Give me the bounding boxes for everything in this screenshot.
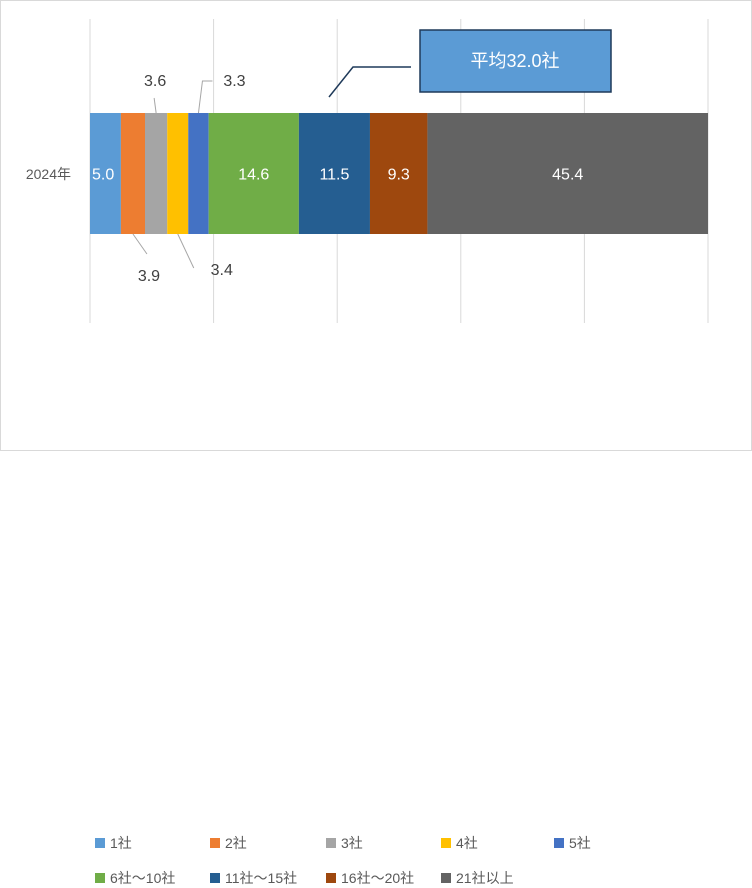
callout-text: 平均32.0社 [470,51,559,71]
legend-swatch [210,838,220,848]
legend-label: 11社～15社 [225,870,298,886]
bar-segment-8 [369,113,428,234]
bar-segments [90,113,708,234]
data-label-7: 11.5 [319,167,349,184]
legend-swatch [326,873,336,883]
bar-segment-5 [188,113,209,234]
legend-item-5: 5社 [554,833,591,853]
legend-item-8: 16社～20社 [326,868,414,888]
legend-label: 5社 [569,835,591,851]
legend-label: 6社～10社 [110,870,176,886]
legend-label: 21社以上 [456,870,514,886]
callout-leader-line [328,66,411,98]
legend-swatch [441,838,451,848]
legend-item-6: 6社～10社 [95,868,175,888]
legend-item-7: 11社～15社 [210,868,297,888]
bar-segment-6 [208,113,299,234]
data-label-9: 45.4 [552,167,583,184]
legend-label: 4社 [456,835,478,851]
legend-swatch [95,873,105,883]
data-label-1: 5.0 [92,167,114,184]
legend-item-1: 1社 [95,833,132,853]
data-label-5: 3.3 [223,73,245,90]
data-label-6: 14.6 [238,167,269,184]
legend-swatch [554,838,564,848]
bar-segment-9 [427,113,708,234]
bar-segment-1 [90,113,121,234]
legend-label: 16社～20社 [341,870,415,886]
legend-swatch [210,873,220,883]
data-label-8: 9.3 [388,167,410,184]
legend-item-9: 21社以上 [441,868,514,888]
data-labels: 5.0 3.9 3.6 3.4 3.3 14.6 11.5 9.3 45.4 [92,73,583,285]
legend-swatch [441,873,451,883]
data-label-4: 3.4 [211,262,233,279]
legend-label: 2社 [225,835,247,851]
legend-label: 1社 [110,835,132,851]
bar-segment-4 [167,113,189,234]
data-label-leader-4 [177,233,195,269]
stacked-bar-chart: 5.0 3.9 3.6 3.4 3.3 14.6 11.5 9.3 45.4 2024年 平均3… [26,19,709,323]
legend-label: 3社 [341,835,363,851]
legend-item-2: 2社 [210,833,247,853]
legend-swatch [95,838,105,848]
data-label-3: 3.6 [144,73,166,90]
legend-item-4: 4社 [441,833,478,853]
data-label-leader-5 [197,80,213,114]
data-label-leader-2 [132,233,148,255]
bar-segment-3 [145,113,168,234]
category-label: 2024年 [26,166,71,182]
data-label-2: 3.9 [138,268,160,285]
data-label-leader-3 [153,97,157,114]
bar-segment-2 [120,113,146,234]
callout-box [419,29,612,93]
legend-swatch [326,838,336,848]
bar-segment-7 [298,113,370,234]
average-callout: 平均32.0社 [328,29,612,98]
legend-item-3: 3社 [326,833,363,853]
